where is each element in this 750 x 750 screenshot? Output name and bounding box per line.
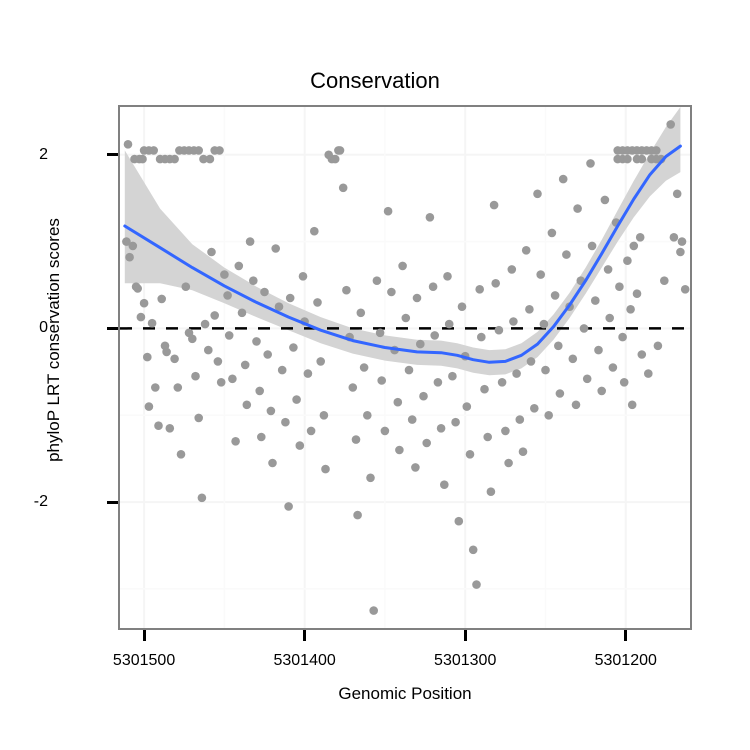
scatter-points	[122, 120, 690, 615]
y-axis-title: phyloP LRT conservation scores	[44, 218, 63, 462]
x-tick-mark	[142, 630, 146, 641]
x-tick-mark	[463, 630, 467, 641]
y-tick-mark	[107, 326, 118, 330]
loess-fit-line	[123, 144, 682, 364]
y-tick-label: -2	[33, 493, 48, 511]
y-tick-mark	[107, 153, 118, 157]
y-tick-label: 0	[39, 319, 48, 337]
x-axis-title: Genomic Position	[338, 684, 472, 703]
x-tick-label: 5301400	[273, 652, 336, 669]
y-tick-mark	[107, 500, 118, 504]
x-tick-label: 5301300	[434, 652, 497, 669]
y-tick-label: 2	[39, 145, 48, 163]
page-title: Conservation	[310, 68, 440, 93]
plot-canvas	[120, 107, 690, 628]
x-tick-label: 5301500	[112, 652, 176, 669]
x-tick-label: 5301200	[594, 652, 657, 669]
confidence-ribbon	[124, 107, 681, 376]
x-tick-mark	[303, 630, 307, 641]
gridlines	[120, 107, 690, 628]
plot-panel	[118, 105, 692, 630]
x-tick-mark	[624, 630, 628, 641]
